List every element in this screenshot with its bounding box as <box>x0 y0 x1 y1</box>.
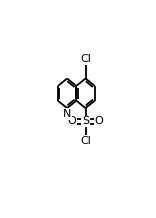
Text: O: O <box>68 116 76 126</box>
Text: S: S <box>82 116 89 126</box>
Text: Cl: Cl <box>80 136 91 145</box>
Text: O: O <box>95 116 104 126</box>
Text: Cl: Cl <box>80 54 91 64</box>
Text: N: N <box>63 109 71 119</box>
